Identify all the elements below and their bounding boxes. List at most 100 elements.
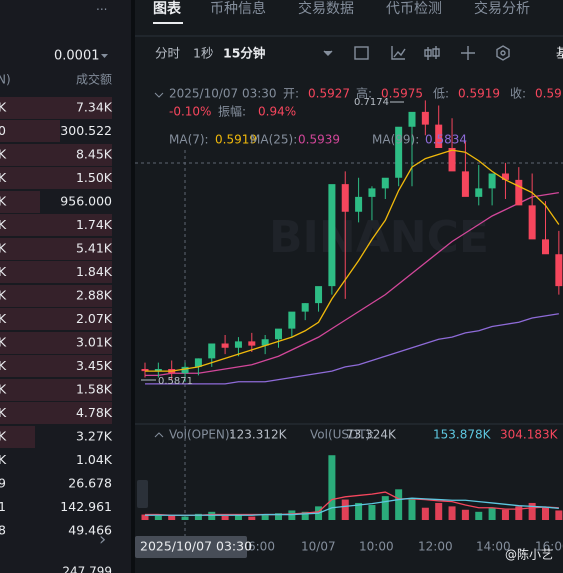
candle-body <box>181 366 189 374</box>
candle-body <box>275 328 282 340</box>
row-qty: K <box>0 452 7 467</box>
tab[interactable]: 代币检测 <box>386 1 442 17</box>
volume-bar <box>341 499 349 520</box>
candle-body <box>555 254 563 287</box>
row-total: 8.45K <box>76 147 113 162</box>
row-qty: K <box>0 100 7 115</box>
candle-body <box>355 196 363 212</box>
divider <box>131 0 135 573</box>
candle-body <box>368 188 376 197</box>
ohlc-value: 0.5919 <box>458 87 500 101</box>
tab[interactable]: 图表 <box>153 0 182 17</box>
candle-body <box>461 171 469 197</box>
candle-body <box>261 339 269 346</box>
precision[interactable]: 0.0001 <box>54 49 100 64</box>
row-qty: K <box>0 429 7 444</box>
volume-bar <box>542 507 549 520</box>
bottom-total: 247.799 <box>62 565 112 573</box>
volume-bar <box>368 505 376 520</box>
ohlc-value: 0.5927 <box>308 87 350 101</box>
amplitude: 0.94% <box>258 105 296 119</box>
candle-body <box>448 148 456 172</box>
ma-label: MA(25): <box>250 133 297 147</box>
volume-bar <box>355 502 363 520</box>
volume-bar <box>208 511 216 520</box>
precision-caret[interactable] <box>101 54 108 58</box>
candle-body <box>515 179 523 206</box>
row-total: 142.961 <box>60 499 112 514</box>
vol-value: 123.312K <box>229 428 288 442</box>
side-handle[interactable] <box>137 480 148 508</box>
candle-body <box>141 369 149 372</box>
volume-bar <box>328 455 336 520</box>
collapse-icons[interactable] <box>154 92 164 438</box>
x-label: 10:00 <box>359 540 394 554</box>
row-total: 26.678 <box>68 476 112 491</box>
watermark: @陈小艺 <box>505 547 553 562</box>
next[interactable]: › <box>99 529 106 550</box>
vol-label: Vol(USDT): <box>310 428 374 442</box>
toolbar-item[interactable]: 分时 <box>155 46 181 61</box>
row-total: 7.34K <box>76 100 113 115</box>
cursor-label-bg <box>135 536 247 558</box>
ohlc-value: 0.59 <box>535 87 562 101</box>
x-label: 10/07 <box>301 540 336 554</box>
candle-body <box>421 111 429 125</box>
ohlc-label: 开: <box>283 87 299 101</box>
depth-bars <box>0 97 112 448</box>
row-qty: 0 <box>0 123 6 138</box>
volume-bar <box>221 515 229 520</box>
row-total: 1.58K <box>76 382 113 397</box>
tab[interactable]: 交易数据 <box>298 0 354 17</box>
candle-body <box>488 173 496 189</box>
tab[interactable]: 币种信息 <box>210 0 266 17</box>
volume-bar <box>194 513 202 520</box>
row-qty: K <box>0 311 7 326</box>
toolbar-icons[interactable] <box>323 45 510 61</box>
volume-bar <box>288 510 296 520</box>
chart-panel <box>135 0 563 573</box>
ma7-line <box>145 149 560 372</box>
toolbar-item[interactable]: 1秒 <box>193 46 213 61</box>
toolbar-right[interactable]: 基 <box>556 47 563 62</box>
ma-label: MA(99): <box>372 133 419 147</box>
volume-bar <box>181 516 189 520</box>
low-label: 0.5871 <box>158 376 193 387</box>
x-label: 12:00 <box>418 540 453 554</box>
row-total: 3.45K <box>76 358 113 373</box>
x-label: 14:00 <box>476 540 511 554</box>
candle-body <box>341 184 349 212</box>
candle-body <box>301 303 309 312</box>
ma-value: 0.5919 <box>215 133 257 147</box>
row-total: 1.50K <box>76 170 113 185</box>
x-label: 6:00 <box>248 540 275 554</box>
row-qty: K <box>0 241 7 256</box>
ma25-line <box>145 191 559 377</box>
ma-label: MA(7): <box>169 133 209 147</box>
amplitude-label: 振幅: <box>218 104 246 119</box>
volume-bar <box>141 514 149 520</box>
candle-body <box>315 286 323 304</box>
info-time: 2025/10/07 03:30 <box>169 87 277 101</box>
volume-bar <box>261 515 269 520</box>
row-total: 5.41K <box>76 241 113 256</box>
row-total: 2.88K <box>76 288 113 303</box>
candle-body <box>395 126 403 178</box>
row-qty: K <box>0 147 7 162</box>
volume-bar <box>301 511 309 520</box>
vol-ma-b <box>145 497 559 516</box>
more-button[interactable]: ··· <box>96 3 107 17</box>
volume-bar <box>488 507 496 520</box>
tab[interactable]: 交易分析 <box>474 0 530 17</box>
watermark-logo: BINANCE <box>269 212 489 263</box>
ohlc-label: 低: <box>433 87 449 101</box>
vol-value: 153.878K <box>433 428 492 442</box>
volume-bar <box>234 514 242 520</box>
row-total: 1.04K <box>76 452 113 467</box>
tab-underline <box>153 22 183 24</box>
candle-body <box>381 177 389 189</box>
ohlc-label: 高: <box>356 86 372 101</box>
toolbar-item[interactable]: 15分钟 <box>223 46 265 61</box>
candle-body <box>501 173 509 180</box>
ma99-line <box>145 313 559 385</box>
